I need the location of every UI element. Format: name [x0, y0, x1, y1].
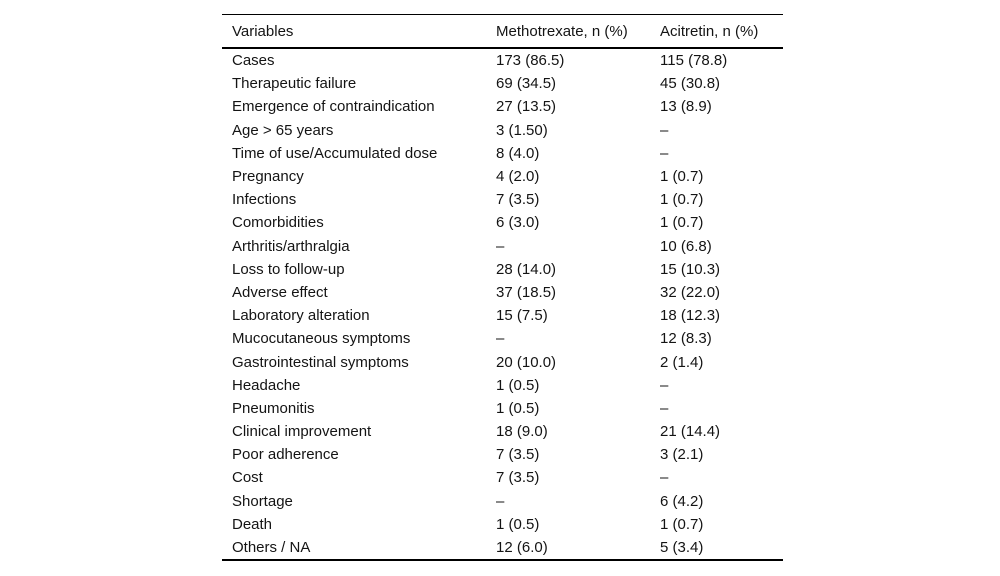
acitretin-cell: –	[660, 399, 669, 417]
variable-cell: Pneumonitis	[232, 399, 315, 417]
variable-cell: Mucocutaneous symptoms	[232, 330, 411, 348]
table-row: Therapeutic failure 69 (34.5) 45 (30.8)	[222, 72, 783, 95]
variable-cell: Arthritis/arthralgia	[232, 237, 350, 255]
acitretin-cell: 1 (0.7)	[660, 168, 704, 186]
acitretin-cell: –	[660, 376, 669, 394]
table-row: Emergence of contraindication 27 (13.5) …	[222, 95, 783, 118]
acitretin-cell: 10 (6.8)	[660, 237, 712, 255]
variable-cell: Clinical improvement	[232, 423, 372, 441]
methotrexate-cell: 20 (10.0)	[496, 353, 557, 371]
table-row: Arthritis/arthralgia – 10 (6.8)	[222, 235, 783, 258]
methotrexate-cell: 3 (1.50)	[496, 121, 548, 139]
methotrexate-cell: –	[496, 492, 505, 510]
acitretin-cell: 5 (3.4)	[660, 539, 704, 557]
column-header-variables: Variables	[222, 14, 496, 49]
methotrexate-cell: 4 (2.0)	[496, 168, 540, 186]
variable-cell: Cost	[232, 469, 263, 487]
variable-cell: Others / NA	[232, 539, 311, 557]
acitretin-cell: 1 (0.7)	[660, 515, 704, 533]
acitretin-cell: 15 (10.3)	[660, 260, 721, 278]
table-row: Death 1 (0.5) 1 (0.7)	[222, 513, 783, 536]
table-row: Laboratory alteration 15 (7.5) 18 (12.3)	[222, 304, 783, 327]
table-header-row: Variables Methotrexate, n (%) Acitretin,…	[222, 14, 783, 49]
methotrexate-cell: 7 (3.5)	[496, 469, 540, 487]
methotrexate-cell: –	[496, 237, 505, 255]
table-row: Age > 65 years 3 (1.50) –	[222, 119, 783, 142]
variable-cell: Shortage	[232, 492, 293, 510]
table-row: Cost 7 (3.5) –	[222, 466, 783, 489]
methotrexate-cell: 6 (3.0)	[496, 214, 540, 232]
methotrexate-cell: 1 (0.5)	[496, 515, 540, 533]
variable-cell: Age > 65 years	[232, 121, 334, 139]
methotrexate-cell: 27 (13.5)	[496, 98, 557, 116]
methotrexate-cell: 18 (9.0)	[496, 423, 548, 441]
variable-cell: Poor adherence	[232, 446, 339, 464]
methotrexate-cell: –	[496, 330, 505, 348]
variable-cell: Comorbidities	[232, 214, 324, 232]
table-row: Mucocutaneous symptoms – 12 (8.3)	[222, 327, 783, 350]
acitretin-cell: 32 (22.0)	[660, 283, 721, 301]
acitretin-cell: 18 (12.3)	[660, 307, 721, 325]
acitretin-cell: –	[660, 144, 669, 162]
variable-cell: Time of use/Accumulated dose	[232, 144, 438, 162]
methotrexate-cell: 28 (14.0)	[496, 260, 557, 278]
variable-cell: Infections	[232, 191, 297, 209]
acitretin-cell: 115 (78.8)	[660, 52, 728, 70]
variable-cell: Loss to follow-up	[232, 260, 345, 278]
methotrexate-cell: 1 (0.5)	[496, 399, 540, 417]
acitretin-cell: 1 (0.7)	[660, 191, 704, 209]
variable-cell: Pregnancy	[232, 168, 304, 186]
acitretin-cell: 12 (8.3)	[660, 330, 712, 348]
methotrexate-cell: 7 (3.5)	[496, 446, 540, 464]
table-row: Infections 7 (3.5) 1 (0.7)	[222, 188, 783, 211]
variable-cell: Therapeutic failure	[232, 75, 357, 93]
acitretin-cell: 1 (0.7)	[660, 214, 704, 232]
comparison-table: Variables Methotrexate, n (%) Acitretin,…	[222, 14, 783, 562]
methotrexate-cell: 8 (4.0)	[496, 144, 540, 162]
methotrexate-cell: 1 (0.5)	[496, 376, 540, 394]
table-row: Loss to follow-up 28 (14.0) 15 (10.3)	[222, 258, 783, 281]
acitretin-cell: 13 (8.9)	[660, 98, 712, 116]
table-row: Comorbidities 6 (3.0) 1 (0.7)	[222, 211, 783, 234]
methotrexate-cell: 15 (7.5)	[496, 307, 548, 325]
table-row: Headache 1 (0.5) –	[222, 374, 783, 397]
variable-cell: Gastrointestinal symptoms	[232, 353, 409, 371]
acitretin-cell: 21 (14.4)	[660, 423, 721, 441]
variable-cell: Cases	[232, 52, 275, 70]
table-row: Poor adherence 7 (3.5) 3 (2.1)	[222, 443, 783, 466]
table-row: Gastrointestinal symptoms 20 (10.0) 2 (1…	[222, 350, 783, 373]
acitretin-cell: 2 (1.4)	[660, 353, 704, 371]
methotrexate-cell: 7 (3.5)	[496, 191, 540, 209]
variable-cell: Headache	[232, 376, 301, 394]
variable-cell: Death	[232, 515, 273, 533]
variable-cell: Adverse effect	[232, 283, 328, 301]
comparison-table-container: Variables Methotrexate, n (%) Acitretin,…	[222, 14, 783, 562]
methotrexate-cell: 173 (86.5)	[496, 52, 565, 70]
methotrexate-cell: 37 (18.5)	[496, 283, 557, 301]
table-row: Adverse effect 37 (18.5) 32 (22.0)	[222, 281, 783, 304]
column-header-methotrexate: Methotrexate, n (%)	[496, 14, 660, 49]
table-row: Clinical improvement 18 (9.0) 21 (14.4)	[222, 420, 783, 443]
variable-cell: Emergence of contraindication	[232, 98, 435, 116]
table-row: Others / NA 12 (6.0) 5 (3.4)	[222, 536, 783, 560]
column-header-acitretin: Acitretin, n (%)	[660, 14, 783, 49]
variable-cell: Laboratory alteration	[232, 307, 370, 325]
acitretin-cell: 6 (4.2)	[660, 492, 704, 510]
acitretin-cell: 3 (2.1)	[660, 446, 704, 464]
table-row: Cases 173 (86.5) 115 (78.8)	[222, 48, 783, 72]
acitretin-cell: 45 (30.8)	[660, 75, 721, 93]
table-row: Pneumonitis 1 (0.5) –	[222, 397, 783, 420]
table-row: Pregnancy 4 (2.0) 1 (0.7)	[222, 165, 783, 188]
acitretin-cell: –	[660, 121, 669, 139]
table-row: Shortage – 6 (4.2)	[222, 490, 783, 513]
table-row: Time of use/Accumulated dose 8 (4.0) –	[222, 142, 783, 165]
acitretin-cell: –	[660, 469, 669, 487]
methotrexate-cell: 69 (34.5)	[496, 75, 557, 93]
methotrexate-cell: 12 (6.0)	[496, 539, 548, 557]
